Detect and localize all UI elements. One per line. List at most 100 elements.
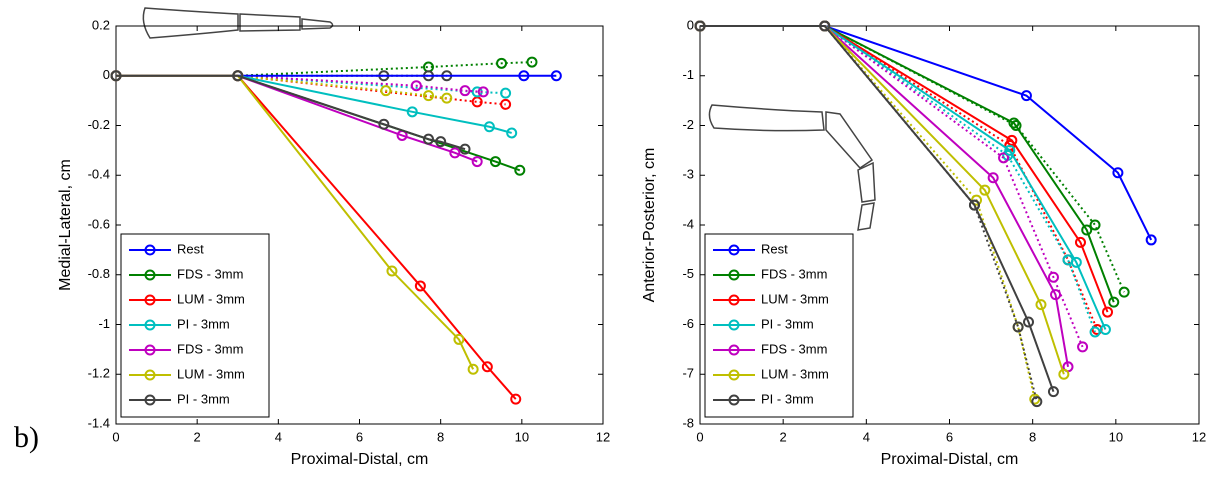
legend-marker xyxy=(728,269,740,281)
y-tick-label: -2 xyxy=(682,117,694,132)
point-marker xyxy=(1081,224,1093,236)
point-marker xyxy=(1145,234,1157,246)
legend-label: Rest xyxy=(761,241,788,256)
point-marker xyxy=(1108,296,1120,308)
series-line xyxy=(700,25,1096,333)
y-tick-label: -3 xyxy=(682,167,694,182)
point-marker xyxy=(441,92,453,104)
point-marker xyxy=(1102,306,1114,318)
legend-marker xyxy=(144,394,156,406)
x-tick-label: 6 xyxy=(946,429,953,444)
legend: Rest FDS - 3mm LUM - 3mm PI - 3mm FDS - 3mm L… xyxy=(704,233,854,418)
point-marker xyxy=(1089,219,1101,231)
y-tick-label: -1.2 xyxy=(88,366,110,381)
panel-label: b) xyxy=(14,421,39,454)
point-marker xyxy=(1020,90,1032,102)
x-tick-label: 0 xyxy=(112,429,119,444)
point-marker xyxy=(998,152,1010,164)
legend-label: PI - 3mm xyxy=(177,316,230,331)
point-marker xyxy=(514,164,526,176)
point-marker xyxy=(1047,271,1059,283)
point-marker xyxy=(386,265,398,277)
point-marker xyxy=(459,143,471,155)
point-marker xyxy=(1047,386,1059,398)
legend-label: FDS - 3mm xyxy=(177,266,243,281)
point-marker xyxy=(1077,341,1089,353)
legend-label: FDS - 3mm xyxy=(761,266,827,281)
series-line xyxy=(116,61,533,77)
legend-marker xyxy=(144,294,156,306)
point-marker xyxy=(1035,299,1047,311)
legend-label: FDS - 3mm xyxy=(761,341,827,356)
x-tick-label: 12 xyxy=(596,429,610,444)
point-marker xyxy=(232,70,244,82)
legend-label: Rest xyxy=(177,241,204,256)
legend-marker xyxy=(144,269,156,281)
point-marker xyxy=(1012,321,1024,333)
x-tick-label: 10 xyxy=(515,429,529,444)
legend-label: LUM - 3mm xyxy=(177,366,245,381)
point-marker xyxy=(378,118,390,130)
legend-marker xyxy=(144,369,156,381)
legend-marker xyxy=(728,344,740,356)
x-axis-label: Proximal-Distal, cm xyxy=(291,451,429,468)
point-marker xyxy=(1006,134,1018,146)
point-marker xyxy=(550,70,562,82)
point-marker xyxy=(987,172,999,184)
series-line xyxy=(700,25,1153,241)
point-marker xyxy=(1008,117,1020,129)
point-marker xyxy=(414,280,426,292)
legend-marker xyxy=(144,319,156,331)
x-tick-label: 8 xyxy=(437,429,444,444)
legend-label: PI - 3mm xyxy=(761,391,814,406)
legend-marker xyxy=(728,319,740,331)
y-axis-label: Medial-Lateral, cm xyxy=(57,159,74,291)
legend-marker xyxy=(728,394,740,406)
point-marker xyxy=(449,147,461,159)
y-tick-label: 0.2 xyxy=(92,17,110,32)
point-marker xyxy=(1058,368,1070,380)
point-marker xyxy=(1010,120,1022,131)
point-marker xyxy=(1099,323,1111,335)
point-marker xyxy=(1050,289,1062,301)
point-marker xyxy=(467,363,479,375)
legend-label: PI - 3mm xyxy=(761,316,814,331)
y-tick-label: 0 xyxy=(103,67,110,82)
point-marker xyxy=(459,85,471,97)
legend-marker xyxy=(144,344,156,356)
series-line xyxy=(700,25,1084,348)
point-marker xyxy=(1074,236,1086,248)
x-tick-label: 10 xyxy=(1109,429,1123,444)
legend-marker xyxy=(728,369,740,381)
y-tick-label: -1.4 xyxy=(88,415,110,430)
legend-label: FDS - 3mm xyxy=(177,341,243,356)
x-tick-label: 4 xyxy=(275,429,282,444)
point-marker xyxy=(489,156,501,168)
x-axis-label: Proximal-Distal, cm xyxy=(881,451,1019,468)
point-marker xyxy=(1112,167,1124,179)
y-tick-label: -0.6 xyxy=(88,216,110,231)
legend: Rest FDS - 3mm LUM - 3mm PI - 3mm FDS - 3mm L… xyxy=(120,233,270,418)
x-tick-label: 8 xyxy=(1029,429,1036,444)
point-marker xyxy=(979,184,991,196)
point-marker xyxy=(1029,393,1041,405)
point-marker xyxy=(971,194,983,206)
point-marker xyxy=(496,57,508,69)
x-tick-label: 4 xyxy=(863,429,870,444)
legend-label: PI - 3mm xyxy=(177,391,230,406)
point-marker xyxy=(406,106,418,118)
series-line xyxy=(700,25,1055,393)
y-tick-label: -1 xyxy=(682,67,694,82)
y-tick-label: -0.2 xyxy=(88,117,110,132)
point-marker xyxy=(453,333,465,345)
legend-marker xyxy=(728,244,740,256)
point-marker xyxy=(483,121,495,133)
point-marker xyxy=(968,199,980,211)
finger-sketch xyxy=(142,7,334,39)
point-marker xyxy=(1070,256,1082,268)
point-marker xyxy=(410,80,422,92)
x-tick-label: 6 xyxy=(356,429,363,444)
point-marker xyxy=(1023,316,1035,328)
y-tick-label: -8 xyxy=(682,415,694,430)
y-tick-label: -6 xyxy=(682,316,694,331)
